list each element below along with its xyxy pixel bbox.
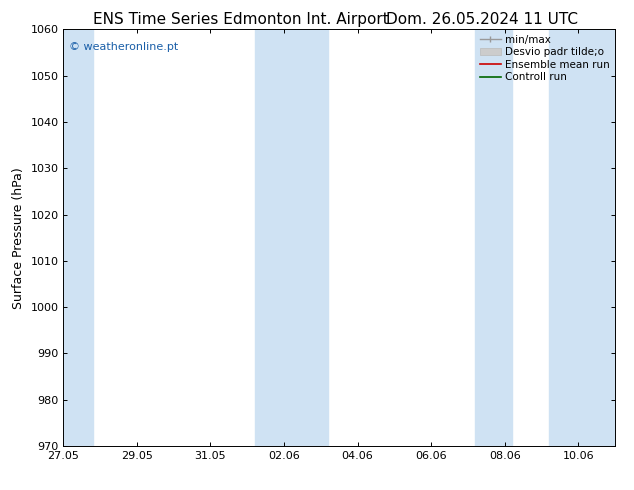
Text: Dom. 26.05.2024 11 UTC: Dom. 26.05.2024 11 UTC [386,12,578,27]
Text: ENS Time Series Edmonton Int. Airport: ENS Time Series Edmonton Int. Airport [93,12,389,27]
Bar [549,29,615,446]
Y-axis label: Surface Pressure (hPa): Surface Pressure (hPa) [12,167,25,309]
Bar [63,29,93,446]
Bar [476,29,512,446]
Legend: min/max, Desvio padr tilde;o, Ensemble mean run, Controll run: min/max, Desvio padr tilde;o, Ensemble m… [478,32,612,84]
Bar [255,29,328,446]
Text: © weatheronline.pt: © weatheronline.pt [69,42,178,52]
